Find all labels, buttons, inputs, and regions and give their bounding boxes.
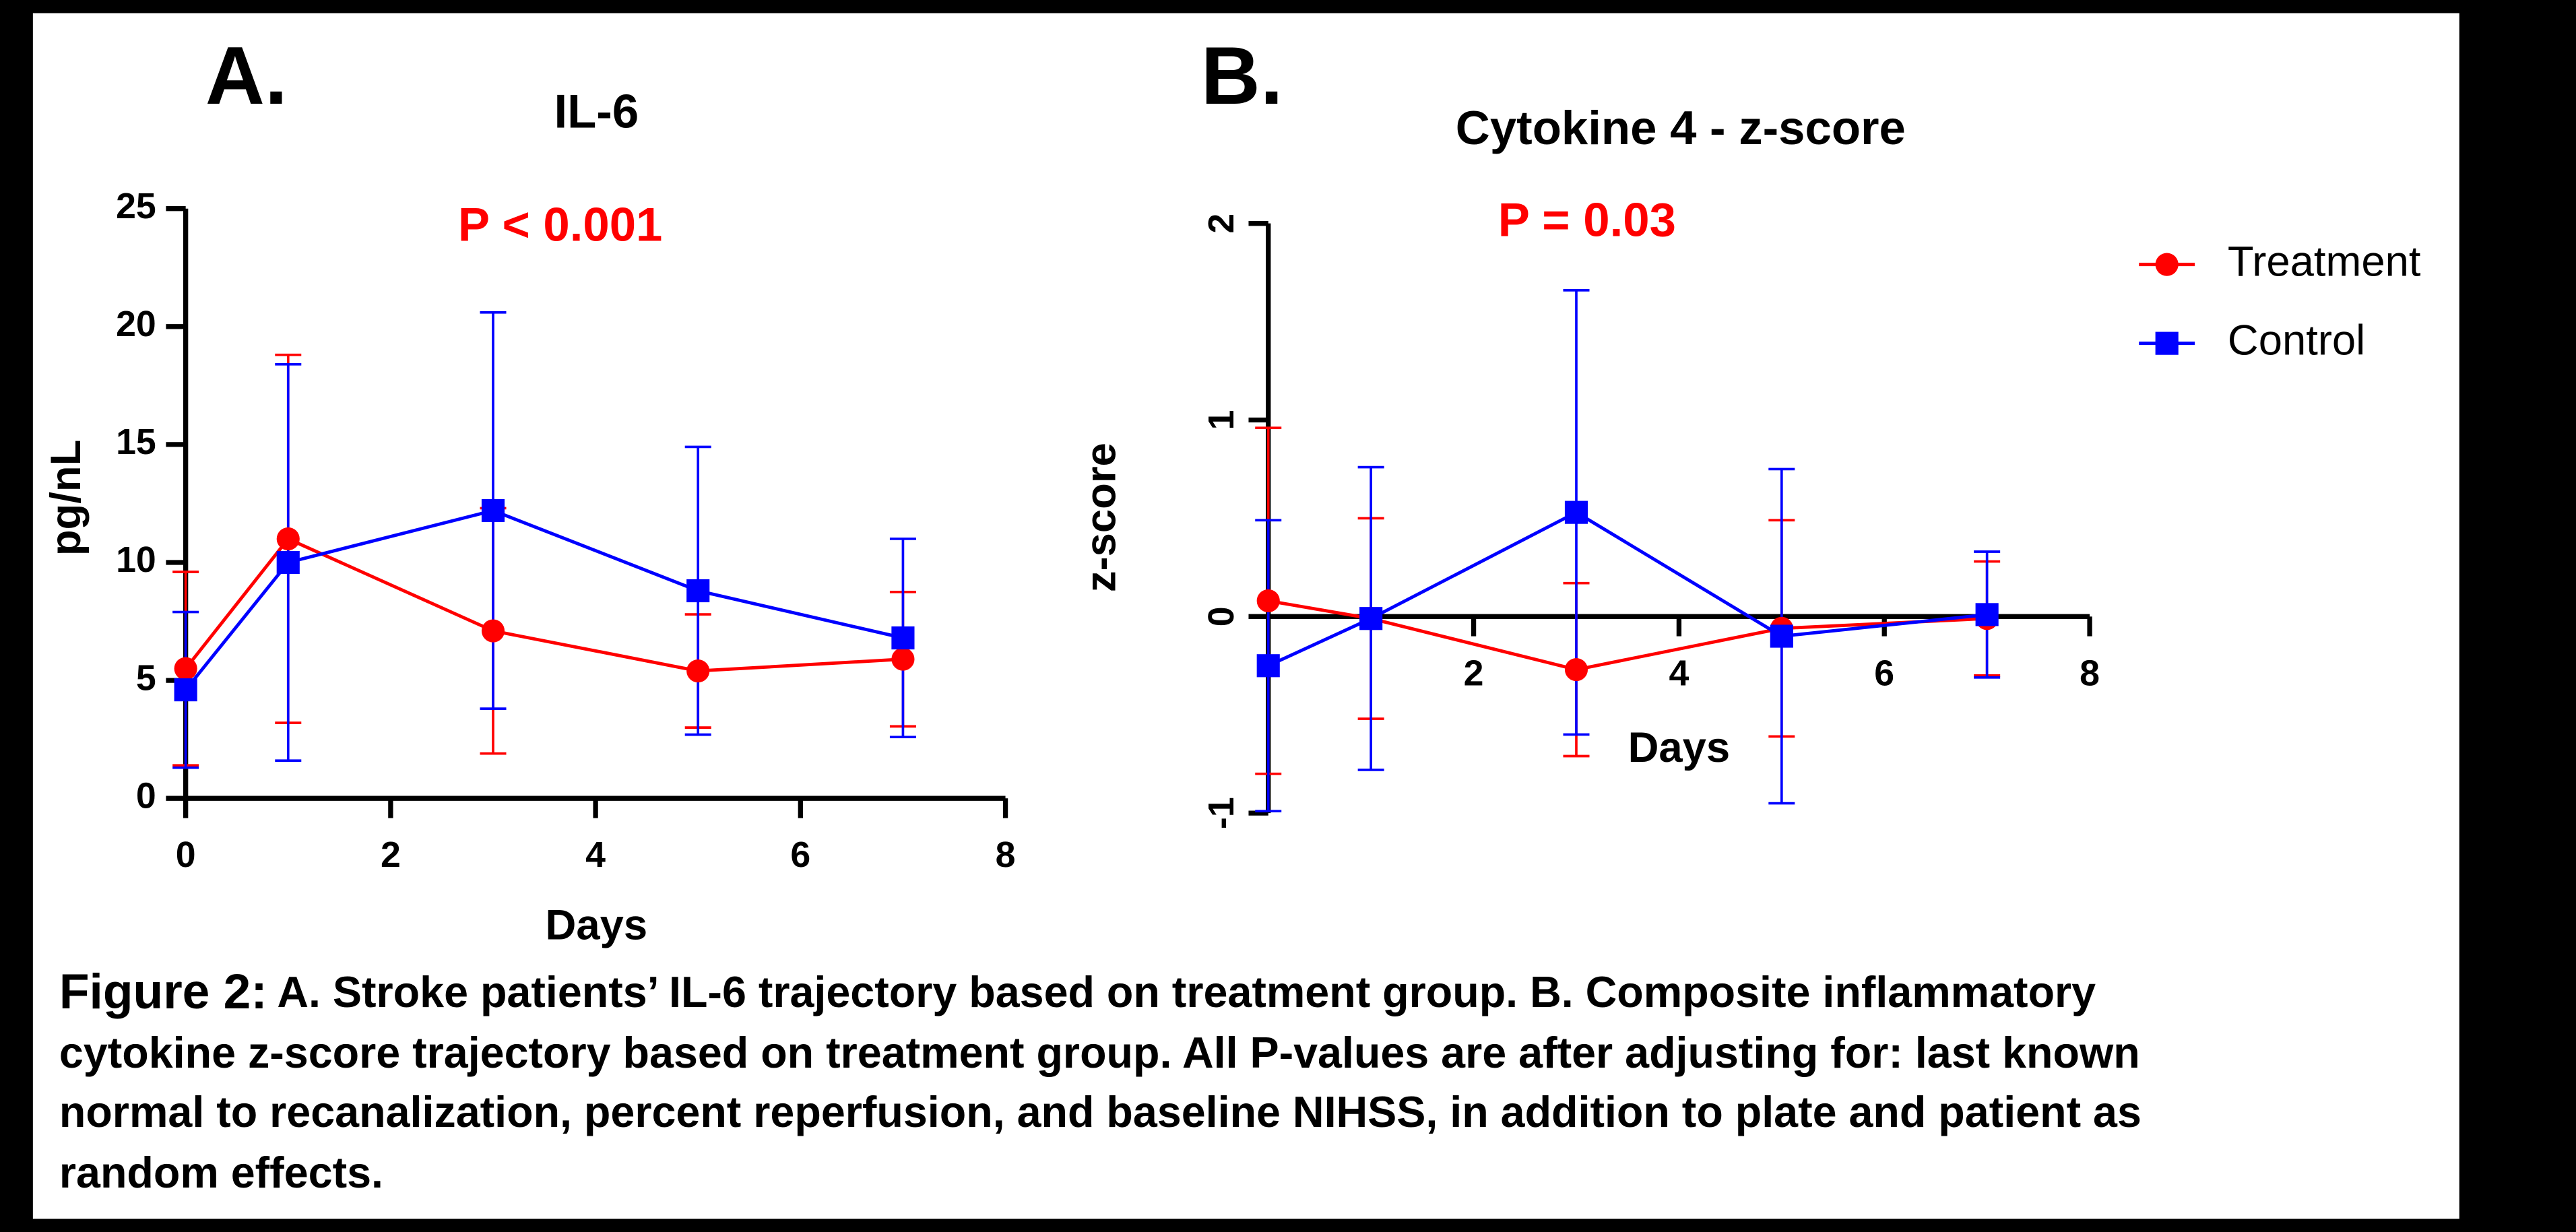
caption-text: random effects. (59, 1148, 383, 1197)
marker (481, 498, 505, 523)
y-tick-label: 5 (136, 657, 156, 698)
y-tick-label: -1 (1201, 797, 1242, 829)
marker (686, 659, 710, 683)
marker (1564, 500, 1588, 524)
y-tick-label: 0 (136, 775, 156, 816)
panel-label: A. (205, 30, 288, 121)
caption-text: cytokine z-score trajectory based on tre… (59, 1029, 2140, 1077)
y-axis-label: z-score (1078, 443, 1125, 592)
y-tick-label: 25 (116, 186, 156, 226)
legend-marker (2155, 253, 2179, 276)
chart-title: Cytokine 4 - z-score (1456, 101, 1906, 154)
marker (891, 647, 915, 671)
x-tick-label: 6 (790, 835, 810, 875)
chart-title: IL-6 (554, 84, 639, 137)
marker (1975, 603, 1999, 626)
x-tick-label: 4 (585, 835, 606, 875)
x-tick-label: 8 (996, 835, 1016, 875)
y-axis-label: pg/nL (42, 440, 90, 556)
p-value: P < 0.001 (458, 198, 662, 251)
x-tick-label: 0 (176, 835, 196, 875)
y-tick-label: 15 (116, 422, 156, 462)
marker (1564, 658, 1588, 682)
y-tick-label: 10 (116, 540, 156, 580)
x-axis-label: Days (546, 902, 648, 949)
marker (1359, 607, 1383, 630)
marker (1256, 654, 1280, 678)
x-axis-label: Days (1628, 724, 1731, 771)
marker (481, 619, 505, 643)
x-tick-label: 8 (2080, 653, 2100, 693)
legend-label: Control (2228, 317, 2365, 364)
legend-label: Treatment (2228, 238, 2421, 285)
marker (891, 626, 915, 650)
x-tick-label: 2 (1464, 653, 1484, 693)
y-tick-label: 20 (116, 304, 156, 344)
p-value: P = 0.03 (1498, 193, 1676, 246)
x-tick-label: 2 (381, 835, 401, 875)
y-tick-label: 1 (1201, 410, 1242, 430)
y-tick-label: 0 (1201, 606, 1242, 626)
marker (686, 579, 710, 603)
caption-text: normal to recanalization, percent reperf… (59, 1088, 2142, 1136)
x-tick-label: 6 (1874, 653, 1894, 693)
marker (174, 657, 197, 680)
marker (276, 527, 300, 551)
x-tick-label: 4 (1669, 653, 1689, 693)
marker (276, 550, 300, 575)
marker (174, 678, 197, 702)
legend-marker (2155, 331, 2179, 355)
marker (1770, 624, 1793, 648)
y-tick-label: 2 (1201, 214, 1242, 234)
caption-line: Figure 2: A. Stroke patients’ IL-6 trajec… (59, 964, 2096, 1019)
panel-label: B. (1201, 30, 1283, 121)
caption-text: A. Stroke patients’ IL-6 trajectory base… (277, 968, 2096, 1016)
marker (1256, 589, 1280, 613)
caption-label: Figure 2: (59, 964, 267, 1019)
